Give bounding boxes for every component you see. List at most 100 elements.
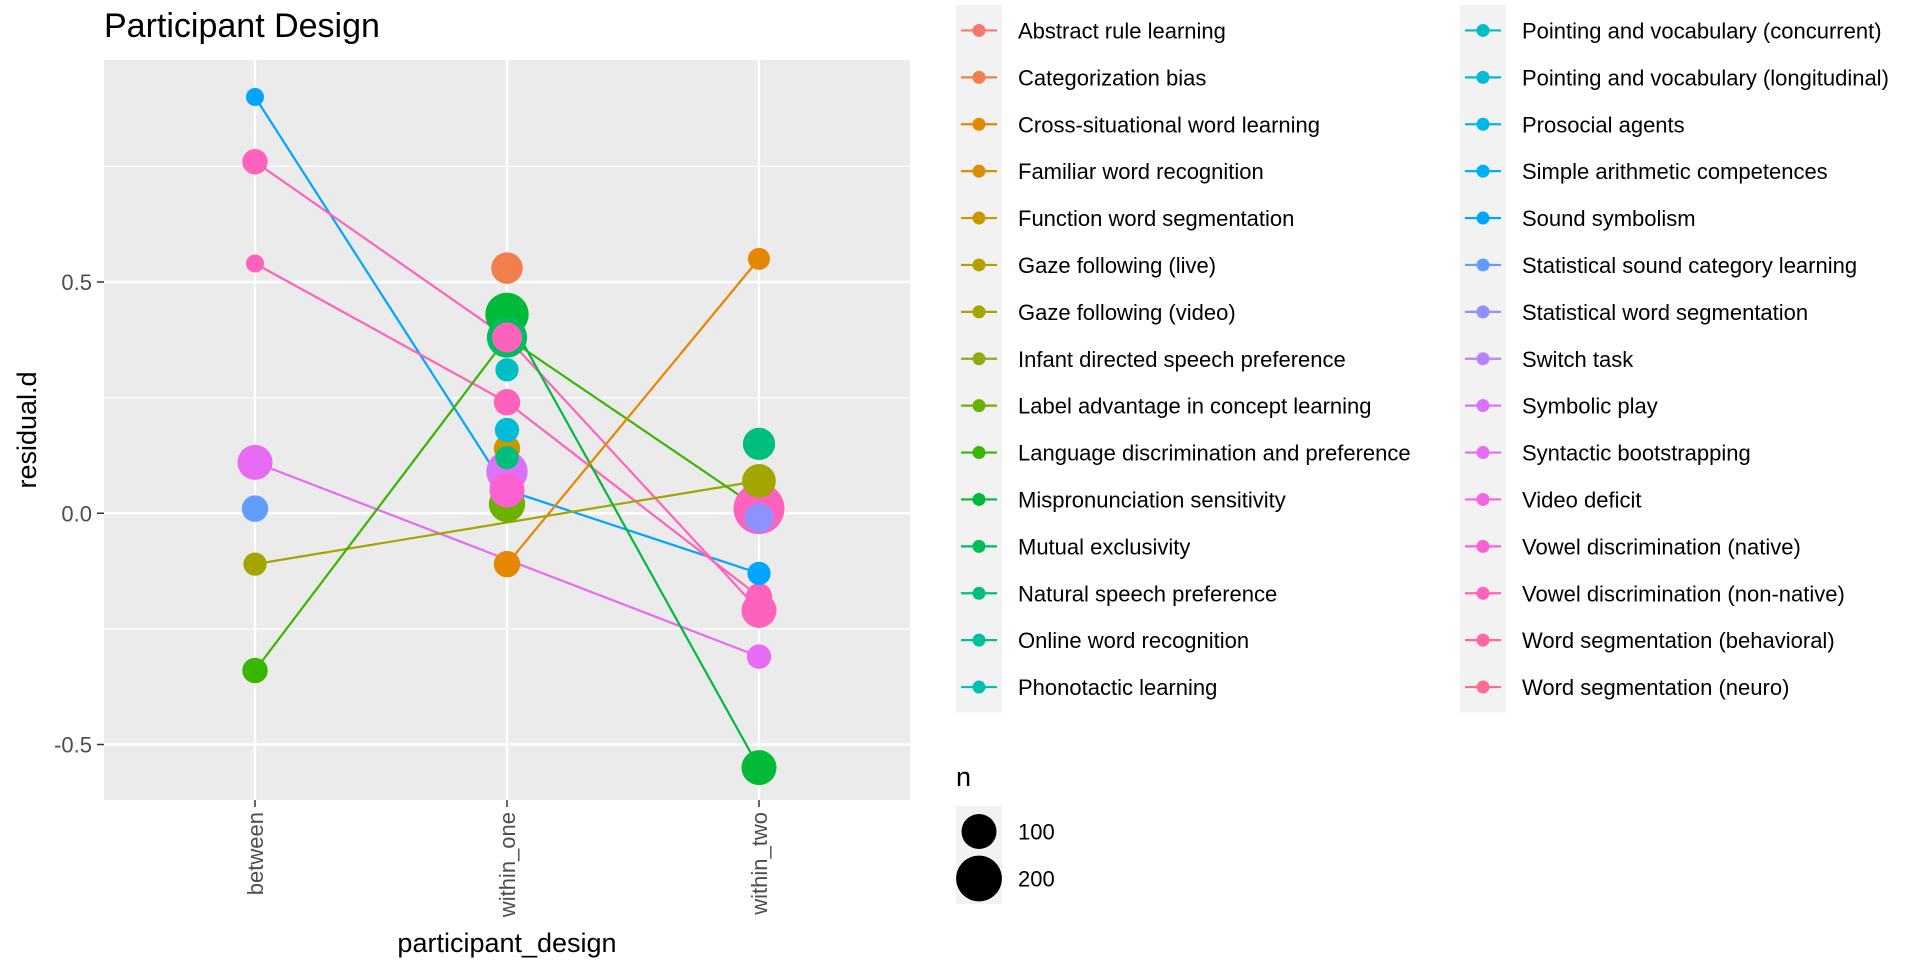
legend-label: Mutual exclusivity [1018,534,1190,559]
data-point [241,495,269,522]
legend-label: Prosocial agents [1522,112,1685,137]
legend-label: Cross-situational word learning [1018,112,1320,137]
legend-label: Switch task [1522,347,1634,372]
legend-label: Language discrimination and preference [1018,441,1411,466]
data-point [744,503,774,533]
legend-label: Pointing and vocabulary (concurrent) [1522,18,1882,43]
legend-label: Familiar word recognition [1018,159,1264,184]
legend-key-point [1476,23,1490,37]
legend-label: Syntactic bootstrapping [1522,441,1751,466]
legend-key-point [972,633,986,647]
data-point [242,149,268,175]
legend-label: Mispronunciation sensitivity [1018,487,1286,512]
size-legend: n 100 200 [956,762,1055,904]
y-axis-title: residual.d [12,371,42,488]
series-line [506,258,760,565]
data-point [742,464,776,498]
data-points [237,87,785,786]
data-point [242,657,268,684]
data-point [243,552,267,576]
data-point [491,252,523,284]
legend-label: Infant directed speech preference [1018,347,1346,372]
legend-label: Word segmentation (behavioral) [1522,628,1835,653]
legend-key-point [1476,680,1490,694]
y-tick-label: 0.0 [61,501,92,526]
legend-label: Abstract rule learning [1018,18,1226,43]
legend-key-point [1476,352,1490,366]
legend-key-point [972,680,986,694]
legend-key-point [972,211,986,225]
data-point [245,87,265,107]
legend-key-point [972,305,986,319]
series-line [254,479,760,566]
data-point [493,389,521,416]
legend-label: Gaze following (live) [1018,253,1216,278]
legend-key-point [1476,211,1490,225]
legend-key-point [972,399,986,413]
legend-label: Vowel discrimination (non-native) [1522,581,1845,606]
data-point [495,446,519,470]
legend-key-point [972,446,986,460]
legend-key-point [972,586,986,600]
legend-label: Natural speech preference [1018,581,1277,606]
x-tick-label: within_two [747,812,772,916]
series-line [506,313,760,769]
data-point [746,644,772,669]
data-point [741,750,777,786]
chart-title: Participant Design [104,7,380,45]
data-point [748,247,770,270]
legend-label: Statistical sound category learning [1522,253,1857,278]
legend-key-point [972,352,986,366]
legend-label: Label advantage in concept learning [1018,394,1372,419]
data-point [745,583,773,610]
legend-label: Categorization bias [1018,65,1206,90]
legend-key-point [1476,258,1490,272]
size-legend-key [961,814,997,849]
legend-key-point [972,23,986,37]
size-legend-title: n [956,762,971,792]
x-tick-label: within_one [495,812,520,918]
legend-label: Word segmentation (neuro) [1522,675,1789,700]
legend-label: Function word segmentation [1018,206,1294,231]
legend-label: Phonotactic learning [1018,675,1217,700]
legend-key-point [972,117,986,131]
legend-key-point [972,539,986,553]
x-axis: between within_one within_two [243,800,772,918]
legend-key-point [1476,117,1490,131]
legend-key-point [1476,399,1490,413]
size-legend-label: 100 [1018,820,1055,845]
data-point [489,472,525,508]
legend-label: Simple arithmetic competences [1522,159,1828,184]
legend-key-point [1476,539,1490,553]
data-point [495,358,519,382]
color-legend: Abstract rule learning Categorization bia… [956,5,1889,713]
legend-key-point [1476,305,1490,319]
legend-key-point [972,492,986,506]
data-point [493,550,521,578]
legend-key-point [1476,586,1490,600]
legend-label: Pointing and vocabulary (longitudinal) [1522,65,1889,90]
legend-label: Online word recognition [1018,628,1249,653]
legend-label: Statistical word segmentation [1522,300,1808,325]
data-point [747,561,771,585]
x-tick-label: between [243,812,268,895]
legend-label: Vowel discrimination (native) [1522,534,1801,559]
legend-key-point [1476,164,1490,178]
y-tick-label: 0.5 [61,270,92,295]
data-point [742,427,776,461]
legend-label: Video deficit [1522,487,1641,512]
x-axis-title: participant_design [397,928,616,958]
data-point [245,254,265,273]
y-tick-label: -0.5 [54,733,92,758]
legend-key-point [1476,70,1490,84]
legend-key-point [972,70,986,84]
legend-key-point [972,164,986,178]
legend-label: Symbolic play [1522,394,1658,419]
size-legend-label: 200 [1018,867,1055,892]
data-point [237,444,273,480]
legend-label: Gaze following (video) [1018,300,1236,325]
legend-key-point [1476,633,1490,647]
legend-key-point [1476,446,1490,460]
